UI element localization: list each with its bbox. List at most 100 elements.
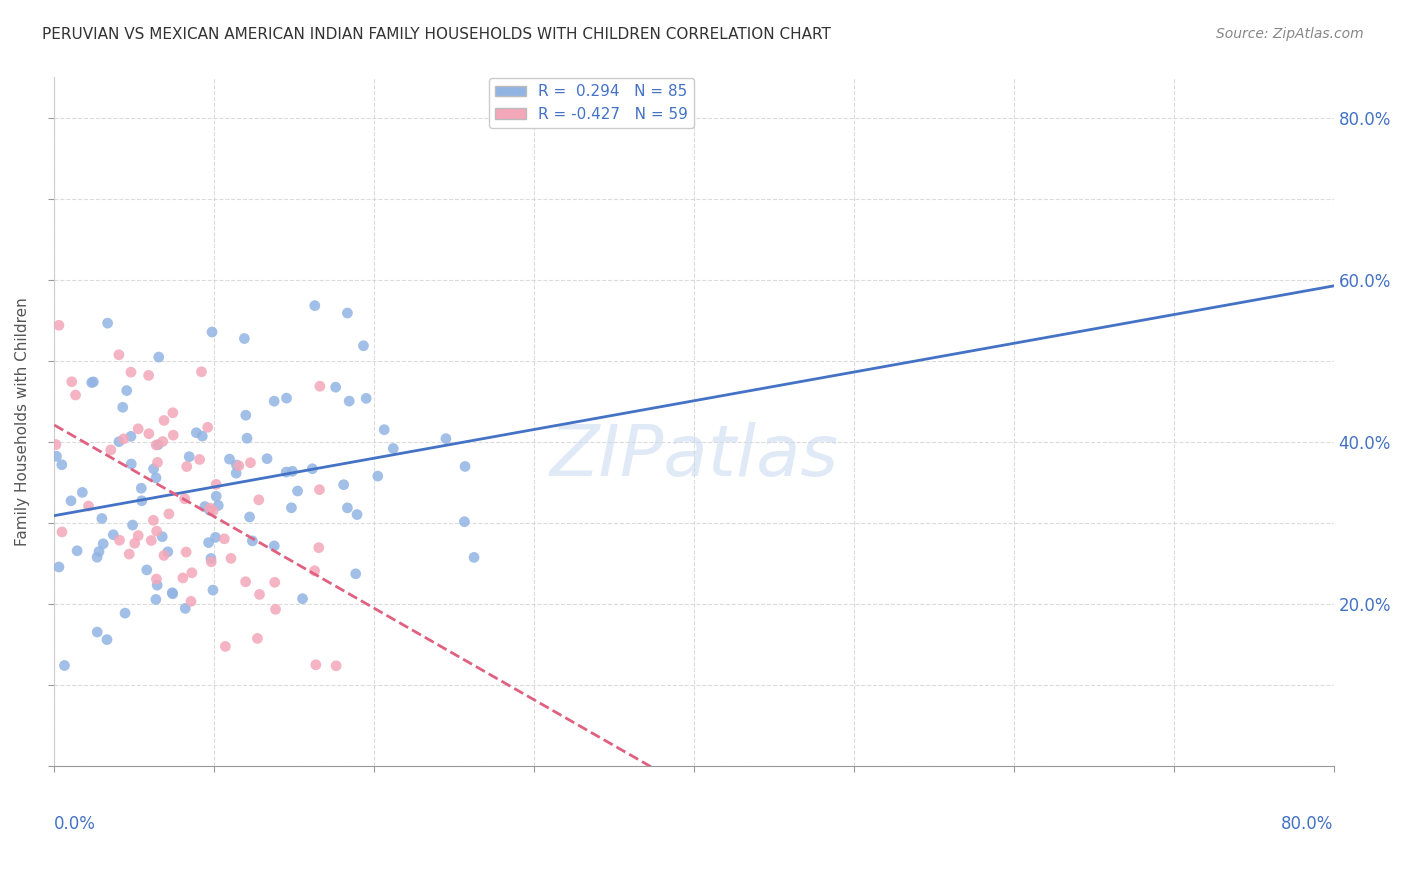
Point	[304, 564, 326, 578]
Point	[204, 530, 226, 544]
Point	[157, 507, 180, 521]
Point	[308, 541, 330, 555]
Point	[239, 510, 262, 524]
Point	[82, 375, 104, 389]
Point	[201, 325, 224, 339]
Point	[145, 438, 167, 452]
Point	[180, 594, 202, 608]
Point	[148, 350, 170, 364]
Point	[454, 459, 477, 474]
Point	[263, 539, 285, 553]
Point	[138, 368, 160, 383]
Point	[463, 550, 485, 565]
Point	[146, 438, 169, 452]
Point	[249, 587, 271, 601]
Point	[80, 376, 103, 390]
Point	[65, 388, 87, 402]
Point	[145, 592, 167, 607]
Point	[153, 549, 176, 563]
Point	[145, 524, 167, 538]
Point	[150, 530, 173, 544]
Point	[108, 434, 131, 449]
Point	[131, 493, 153, 508]
Legend: R =  0.294   N = 85, R = -0.427   N = 59: R = 0.294 N = 85, R = -0.427 N = 59	[489, 78, 695, 128]
Point	[153, 413, 176, 427]
Point	[225, 466, 247, 480]
Point	[198, 501, 221, 516]
Point	[291, 591, 314, 606]
Point	[100, 442, 122, 457]
Point	[60, 493, 83, 508]
Point	[48, 560, 70, 574]
Point	[156, 545, 179, 559]
Point	[77, 499, 100, 513]
Point	[235, 574, 257, 589]
Point	[87, 544, 110, 558]
Point	[280, 500, 302, 515]
Point	[233, 332, 256, 346]
Point	[53, 658, 76, 673]
Point	[256, 451, 278, 466]
Point	[263, 394, 285, 409]
Point	[228, 458, 250, 473]
Point	[264, 602, 287, 616]
Point	[51, 458, 73, 472]
Point	[242, 533, 264, 548]
Point	[197, 420, 219, 434]
Point	[367, 469, 389, 483]
Point	[146, 578, 169, 592]
Point	[145, 471, 167, 485]
Point	[235, 409, 257, 423]
Point	[145, 572, 167, 586]
Point	[194, 500, 217, 514]
Point	[337, 394, 360, 409]
Point	[434, 432, 457, 446]
Point	[308, 483, 330, 497]
Point	[325, 380, 347, 394]
Point	[191, 429, 214, 443]
Point	[120, 429, 142, 443]
Point	[309, 379, 332, 393]
Point	[197, 535, 219, 549]
Point	[135, 563, 157, 577]
Text: Source: ZipAtlas.com: Source: ZipAtlas.com	[1216, 27, 1364, 41]
Point	[111, 401, 134, 415]
Point	[276, 391, 298, 405]
Point	[219, 551, 242, 566]
Point	[344, 566, 367, 581]
Point	[382, 442, 405, 456]
Point	[108, 533, 131, 548]
Point	[190, 365, 212, 379]
Text: 0.0%: 0.0%	[55, 814, 96, 832]
Point	[225, 458, 247, 472]
Point	[325, 658, 347, 673]
Point	[276, 465, 298, 479]
Point	[45, 450, 67, 464]
Point	[188, 452, 211, 467]
Y-axis label: Family Households with Children: Family Households with Children	[15, 298, 30, 546]
Point	[332, 477, 354, 491]
Point	[239, 456, 262, 470]
Point	[142, 462, 165, 476]
Point	[108, 348, 131, 362]
Point	[174, 601, 197, 615]
Point	[129, 481, 152, 495]
Point	[173, 491, 195, 506]
Point	[214, 640, 236, 654]
Text: ZIPatlas: ZIPatlas	[550, 422, 838, 491]
Point	[287, 483, 309, 498]
Point	[162, 587, 184, 601]
Point	[141, 533, 163, 548]
Point	[142, 513, 165, 527]
Point	[186, 425, 208, 440]
Point	[162, 428, 184, 442]
Point	[96, 632, 118, 647]
Point	[51, 524, 73, 539]
Point	[281, 464, 304, 478]
Point	[336, 500, 359, 515]
Point	[97, 316, 120, 330]
Point	[373, 423, 395, 437]
Point	[304, 299, 326, 313]
Point	[114, 606, 136, 620]
Point	[202, 504, 225, 518]
